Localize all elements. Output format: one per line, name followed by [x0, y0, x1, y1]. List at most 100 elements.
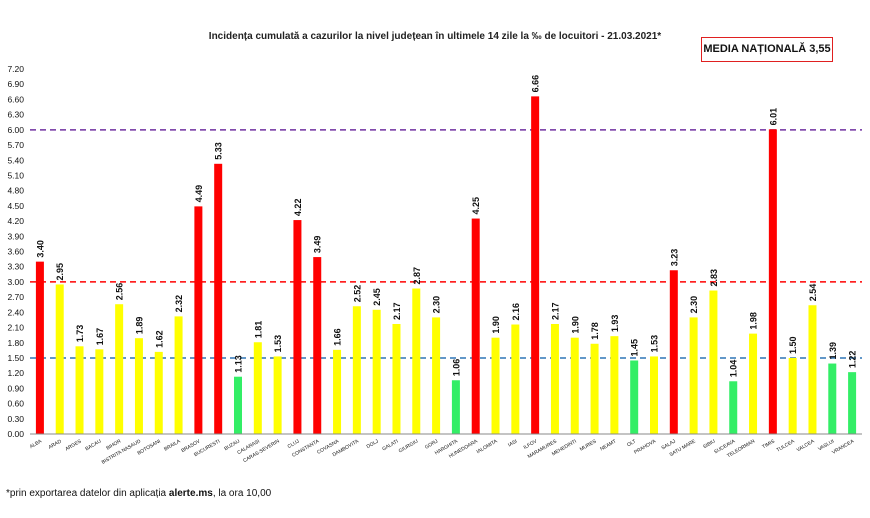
y-tick-label: 2.40 — [7, 307, 24, 317]
bars — [36, 96, 856, 434]
bar-ilfov — [531, 96, 539, 434]
value-label: 2.52 — [352, 285, 362, 303]
value-label: 1.62 — [154, 330, 164, 348]
value-label: 3.23 — [669, 249, 679, 267]
value-label: 2.95 — [55, 263, 65, 281]
category-label: ARGES — [64, 438, 83, 452]
bar-gorj — [432, 317, 440, 434]
value-label: 2.83 — [709, 269, 719, 287]
bar-mehedinti — [571, 338, 579, 434]
category-labels: ALBA ARAD ARGES BACAU BIHORBISTRITA NASAUDBO… — [29, 438, 856, 466]
value-label: 1.90 — [570, 316, 580, 334]
category-label: ALBA — [29, 438, 44, 450]
bar-dolj — [373, 310, 381, 434]
bar-tulcea — [789, 358, 797, 434]
bar-neamt — [610, 336, 618, 434]
y-axis-ticks: 0.00 0.30 0.60 0.90 1.20 1.50 1.80 2.10 2.40 2.70… — [7, 64, 24, 439]
bar-dambovita — [353, 306, 361, 434]
value-label: 1.89 — [134, 317, 144, 335]
y-tick-label: 5.10 — [7, 170, 24, 180]
bar-buzau — [234, 377, 242, 434]
bar-caras-severin — [274, 356, 282, 434]
y-tick-label: 2.70 — [7, 292, 24, 302]
category-label: VRANCEA — [831, 438, 856, 456]
y-tick-label: 1.80 — [7, 338, 24, 348]
value-label: 2.45 — [372, 288, 382, 306]
category-label: MURES — [579, 438, 598, 453]
category-label: GIURGIU — [398, 438, 420, 454]
bar-bihor — [115, 304, 123, 434]
value-label: 1.73 — [75, 325, 85, 343]
value-label: 4.49 — [194, 185, 204, 203]
value-label: 6.66 — [531, 75, 541, 93]
bar-brasov — [194, 206, 202, 434]
bar-alba — [36, 262, 44, 434]
category-label: TIMIS — [761, 438, 776, 450]
bar-chart: 0.000.300.600.901.201.501.802.102.402.70… — [0, 0, 870, 518]
value-label: 6.01 — [768, 108, 778, 126]
bar-teleorman — [749, 334, 757, 434]
value-label: 2.30 — [432, 296, 442, 314]
y-tick-label: 4.50 — [7, 201, 24, 211]
bar-salaj — [670, 270, 678, 434]
value-label: 1.98 — [749, 312, 759, 330]
value-label: 4.25 — [471, 197, 481, 215]
y-tick-label: 7.20 — [7, 64, 24, 74]
bar-bucuresti — [214, 164, 222, 434]
y-tick-label: 6.90 — [7, 79, 24, 89]
y-tick-label: 0.30 — [7, 414, 24, 424]
y-tick-label: 3.60 — [7, 247, 24, 257]
bar-giurgiu — [412, 289, 420, 434]
footnote-prefix: *prin exportarea datelor din aplicația — [6, 488, 169, 499]
y-tick-label: 0.60 — [7, 399, 24, 409]
category-label: CARAS-SEVERIN — [242, 438, 281, 464]
y-tick-label: 0.00 — [7, 429, 24, 439]
footnote-app: alerte.ms — [169, 488, 213, 499]
bar-botosani — [155, 352, 163, 434]
value-label: 2.32 — [174, 295, 184, 313]
category-label: BRAILA — [163, 438, 182, 452]
value-label: 1.06 — [451, 359, 461, 377]
value-label: 5.33 — [214, 142, 224, 160]
category-label: BACAU — [84, 438, 102, 452]
y-tick-label: 4.20 — [7, 216, 24, 226]
value-label: 1.53 — [273, 335, 283, 353]
value-label: 2.30 — [689, 296, 699, 314]
value-label: 1.53 — [650, 335, 660, 353]
y-tick-label: 1.50 — [7, 353, 24, 363]
value-label: 2.16 — [511, 303, 521, 321]
y-tick-label: 3.30 — [7, 262, 24, 272]
value-label: 1.13 — [234, 355, 244, 373]
value-labels: 3.40 2.95 1.73 1.67 2.56 1.89 1.62 2.32 4.49 5.33… — [35, 75, 857, 377]
y-tick-label: 5.70 — [7, 140, 24, 150]
bar-galati — [392, 324, 400, 434]
bar-covasna — [333, 350, 341, 434]
value-label: 2.17 — [392, 302, 402, 320]
value-label: 1.45 — [630, 339, 640, 357]
bar-satu-mare — [690, 317, 698, 434]
bar-harghita — [452, 380, 460, 434]
value-label: 1.81 — [253, 321, 263, 339]
bar-bacau — [95, 349, 103, 434]
footnote: *prin exportarea datelor din aplicația a… — [6, 488, 271, 499]
bar-arges — [76, 346, 84, 434]
y-tick-label: 3.90 — [7, 231, 24, 241]
value-label: 3.40 — [35, 240, 45, 258]
value-label: 1.39 — [828, 342, 838, 360]
y-tick-label: 1.20 — [7, 368, 24, 378]
bar-ialomita — [492, 338, 500, 434]
value-label: 1.93 — [610, 315, 620, 333]
value-label: 1.04 — [729, 360, 739, 378]
y-tick-label: 6.60 — [7, 94, 24, 104]
bar-valcea — [808, 305, 816, 434]
value-label: 1.66 — [333, 328, 343, 346]
y-tick-label: 3.00 — [7, 277, 24, 287]
bar-cluj — [293, 220, 301, 434]
bar-hunedoara — [472, 219, 480, 434]
bar-prahova — [650, 356, 658, 434]
value-label: 2.56 — [115, 283, 125, 301]
value-label: 1.90 — [491, 316, 501, 334]
bar-calarasi — [254, 342, 262, 434]
bar-bistrita-nasaud — [135, 338, 143, 434]
bar-arad — [56, 284, 64, 434]
